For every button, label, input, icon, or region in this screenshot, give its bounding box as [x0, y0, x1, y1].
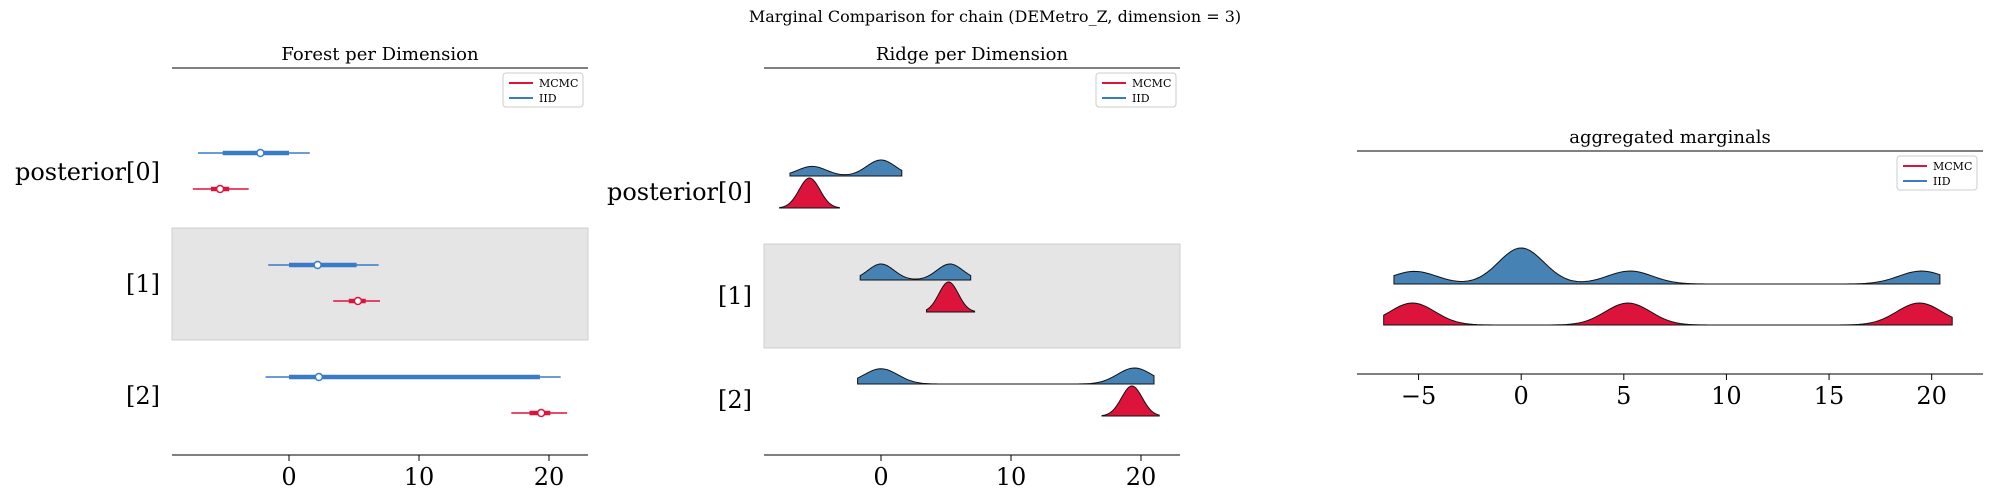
agg-x-tick-label: 15 — [1814, 382, 1845, 410]
ridge-x-tick-label: 10 — [996, 463, 1027, 491]
agg-x-tick-label: 10 — [1711, 382, 1742, 410]
forest-median-point — [215, 184, 225, 194]
ridge-mcmc-density — [779, 177, 840, 209]
agg-iid-density — [1393, 247, 1941, 285]
forest-median-point — [314, 372, 324, 382]
ridge-shaded-row — [763, 243, 1181, 349]
ridge-mcmc-density — [926, 281, 976, 313]
ridge-iid-density — [789, 159, 903, 177]
agg-mcmc-density — [1383, 302, 1953, 326]
forest-median-point — [353, 296, 363, 306]
ridge-row-label: posterior[0] — [607, 178, 752, 206]
agg-x-tick-label: −5 — [1401, 382, 1436, 410]
ridge-row-label: [2] — [718, 386, 752, 414]
ridge-row-label: [1] — [718, 282, 752, 310]
ridge-mcmc-density — [1101, 385, 1160, 417]
agg-title: aggregated marginals — [1569, 127, 1770, 148]
forest-x-tick-label: 20 — [534, 463, 565, 491]
ridge-iid-density — [857, 367, 1155, 385]
forest-panel: Forest per Dimension posterior[0] [1] [2] MC… — [15, 44, 589, 491]
forest-row-label: [2] — [126, 382, 160, 410]
aggregated-panel: aggregated marginals MCMC IID −5 0 5 10 15 20 — [1357, 127, 1983, 410]
ridge-legend-mcmc-label: MCMC — [1132, 77, 1171, 90]
forest-legend-iid-label: IID — [539, 92, 557, 105]
ridge-x-tick-label: 20 — [1126, 463, 1157, 491]
agg-x-tick-label: 20 — [1916, 382, 1947, 410]
ridge-x-tick-label: 0 — [873, 463, 888, 491]
ridge-panel: Ridge per Dimension posterior[0] [1] [2] MCM… — [607, 44, 1181, 491]
forest-x-tick-label: 10 — [404, 463, 435, 491]
forest-title: Forest per Dimension — [281, 44, 479, 65]
ridge-iid-density — [859, 263, 972, 281]
forest-legend-mcmc-label: MCMC — [539, 77, 578, 90]
agg-x-tick-label: 0 — [1514, 382, 1529, 410]
forest-row-label: [1] — [126, 270, 160, 298]
agg-legend-mcmc-label: MCMC — [1933, 160, 1972, 173]
forest-median-point — [536, 408, 546, 418]
agg-legend-iid-label: IID — [1933, 175, 1951, 188]
ridge-legend-iid-label: IID — [1132, 92, 1150, 105]
ridge-title: Ridge per Dimension — [876, 44, 1069, 65]
forest-shaded-row — [171, 227, 589, 341]
forest-row-label: posterior[0] — [15, 158, 160, 186]
forest-x-tick-label: 0 — [281, 463, 296, 491]
agg-x-tick-label: 5 — [1616, 382, 1631, 410]
forest-median-point — [256, 148, 265, 158]
forest-median-point — [313, 260, 322, 270]
figure-suptitle: Marginal Comparison for chain (DEMetro_Z… — [749, 7, 1241, 26]
